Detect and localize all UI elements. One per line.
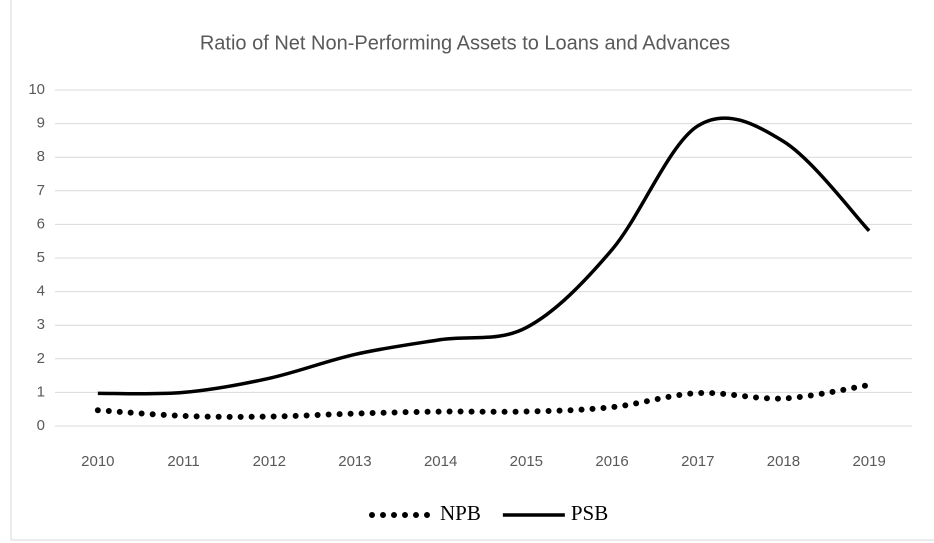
x-tick-label: 2015 xyxy=(510,453,543,470)
y-tick-label: 6 xyxy=(37,215,45,232)
x-tick-label: 2017 xyxy=(681,453,714,470)
series-line xyxy=(97,116,871,396)
y-tick-label: 7 xyxy=(37,182,45,199)
y-tick-label: 0 xyxy=(37,417,45,434)
x-tick-label: 2013 xyxy=(338,453,371,470)
y-tick-label: 9 xyxy=(37,115,45,132)
y-tick-label: 5 xyxy=(37,249,45,266)
y-tick-label: 10 xyxy=(28,81,45,98)
x-tick-label: 2011 xyxy=(167,453,199,470)
y-tick-label: 4 xyxy=(37,283,45,300)
x-tick-label: 2019 xyxy=(852,453,885,470)
y-tick-label: 1 xyxy=(37,383,45,400)
chart-title: Ratio of Net Non-Performing Assets to Lo… xyxy=(200,32,730,54)
y-tick-label: 2 xyxy=(37,350,45,367)
legend-label: NPB xyxy=(440,501,481,525)
x-tick-label: 2018 xyxy=(767,453,800,470)
x-tick-label: 2012 xyxy=(253,453,286,470)
y-tick-label: 3 xyxy=(37,316,45,333)
x-tick-label: 2014 xyxy=(424,453,457,470)
x-tick-label: 2016 xyxy=(595,453,628,470)
series-line xyxy=(94,382,873,420)
x-tick-label: 2010 xyxy=(81,453,114,470)
legend-label: PSB xyxy=(571,501,608,525)
y-tick-label: 8 xyxy=(37,148,45,165)
